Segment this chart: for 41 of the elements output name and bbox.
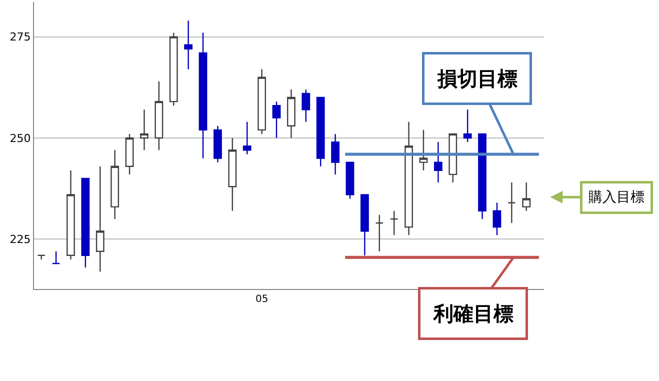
- candlestick: [360, 194, 369, 256]
- candlestick: [287, 88, 296, 139]
- candlestick: [331, 133, 340, 176]
- candlestick: [125, 133, 134, 176]
- candlestick: [52, 250, 60, 264]
- candlestick: [346, 162, 354, 200]
- candlestick: [390, 210, 398, 236]
- y-tick-label: 275: [10, 30, 31, 44]
- candlestick: [110, 150, 120, 220]
- candlestick: [66, 170, 75, 260]
- candlestick: [140, 109, 148, 151]
- candlestick: [316, 96, 325, 167]
- candlestick: [154, 80, 164, 151]
- candlestick: [375, 214, 384, 252]
- candlestick: [228, 137, 237, 212]
- candlestick: [258, 68, 266, 135]
- candlestick: [214, 125, 222, 163]
- candlestick: [419, 129, 428, 171]
- candlestick: [492, 202, 502, 236]
- y-tick-label: 225: [10, 233, 31, 246]
- ref-line-label: 損切目標: [436, 66, 518, 90]
- candlestick: [242, 121, 252, 155]
- text: 購入目標: [588, 190, 644, 206]
- candlestick: [81, 178, 90, 268]
- y-tick-label: 250: [10, 132, 31, 145]
- candlestick: [448, 133, 458, 184]
- legend-label: 利確目標: [432, 302, 514, 326]
- candlestick: [404, 121, 413, 236]
- x-tick-label: 05: [255, 294, 268, 305]
- candlestick: [37, 254, 46, 260]
- candlestick: [507, 182, 516, 224]
- candlestick: [434, 141, 442, 184]
- candlestick: [302, 88, 310, 122]
- candlestick: [272, 100, 281, 139]
- candlestick: [96, 166, 104, 272]
- candlestick: [522, 182, 531, 212]
- candlestick: [198, 32, 208, 159]
- candlestick: [463, 109, 472, 143]
- candlestick: [184, 20, 193, 70]
- candlestick: [478, 133, 486, 220]
- candlestick: [169, 32, 178, 106]
